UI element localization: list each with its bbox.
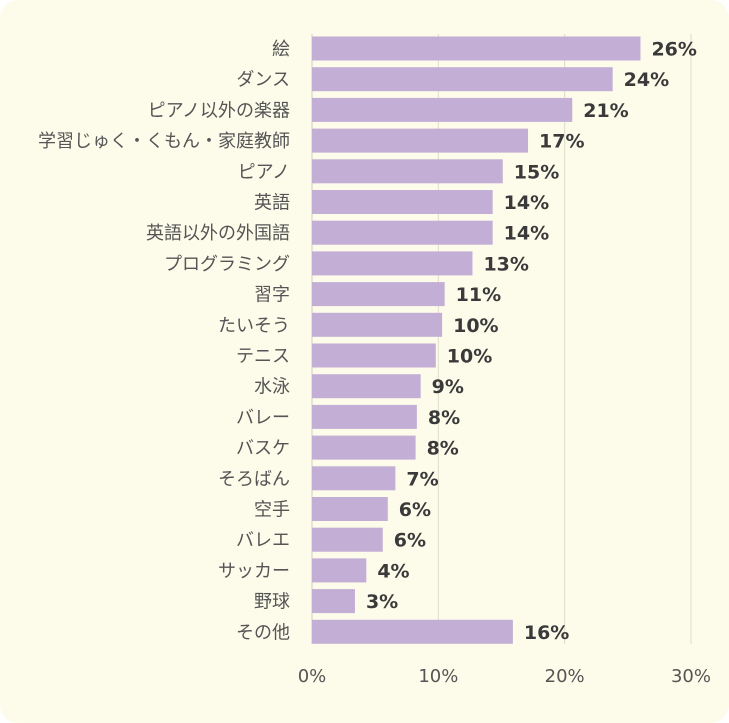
x-tick-label-1: 10% (418, 666, 458, 687)
bar-18 (312, 589, 355, 614)
bar-3 (312, 128, 529, 153)
category-label-0: 絵 (272, 39, 290, 60)
data-label-16: 6% (394, 530, 426, 552)
data-label-2: 21% (583, 100, 628, 122)
data-label-8: 11% (456, 284, 501, 306)
bar-15 (312, 497, 388, 521)
category-label-17: サッカー (218, 561, 290, 582)
data-label-17: 4% (377, 560, 409, 582)
category-label-11: 水泳 (254, 377, 290, 398)
bar-11 (312, 374, 421, 399)
data-label-18: 3% (366, 591, 398, 613)
data-label-19: 16% (524, 622, 569, 644)
bar-9 (312, 312, 443, 337)
category-label-16: バレエ (236, 530, 290, 551)
data-label-11: 9% (432, 376, 464, 398)
bar-16 (312, 527, 383, 552)
category-label-14: そろばん (218, 469, 290, 490)
category-label-5: 英語 (254, 193, 290, 214)
x-tick-label-2: 20% (545, 666, 585, 687)
category-label-15: 空手 (254, 500, 290, 521)
bar-8 (312, 282, 445, 307)
data-label-9: 10% (453, 315, 498, 337)
data-label-4: 15% (514, 161, 559, 183)
data-label-10: 10% (447, 346, 492, 368)
data-label-6: 14% (504, 223, 549, 245)
category-label-12: バレー (236, 407, 290, 428)
bar-13 (312, 435, 416, 460)
data-label-12: 8% (428, 407, 460, 429)
x-tick-label-0: 0% (298, 666, 327, 687)
data-label-13: 8% (427, 438, 459, 460)
bar-14 (312, 466, 396, 491)
bar-2 (312, 97, 573, 122)
data-label-15: 6% (399, 499, 431, 521)
bar-10 (312, 343, 436, 368)
bar-6 (312, 220, 493, 245)
data-label-0: 26% (651, 39, 696, 61)
category-label-2: ピアノ以外の楽器 (148, 100, 290, 121)
bar-4 (312, 159, 503, 184)
category-label-18: 野球 (254, 592, 290, 613)
category-label-4: ピアノ (238, 162, 290, 183)
category-label-7: プログラミング (164, 254, 290, 275)
bar-5 (312, 190, 493, 214)
bar-12 (312, 404, 417, 429)
data-label-3: 17% (539, 131, 584, 153)
bar-19 (312, 619, 513, 644)
category-label-1: ダンス (236, 70, 290, 91)
data-label-7: 13% (483, 253, 528, 275)
x-tick-label-3: 30% (671, 666, 711, 687)
bar-7 (312, 251, 473, 276)
category-label-13: バスケ (236, 438, 290, 459)
category-label-6: 英語以外の外国語 (146, 223, 290, 244)
bar-17 (312, 558, 367, 583)
category-label-19: その他 (236, 622, 290, 643)
category-label-9: たいそう (218, 315, 290, 336)
data-label-14: 7% (406, 468, 438, 490)
category-label-10: テニス (236, 346, 290, 367)
data-label-1: 24% (624, 69, 669, 91)
bar-0 (312, 36, 641, 61)
data-label-5: 14% (504, 192, 549, 214)
bar-1 (312, 67, 613, 92)
category-label-3: 学習じゅく・くもん・家庭教師 (38, 131, 290, 152)
category-label-8: 習字 (254, 285, 290, 306)
